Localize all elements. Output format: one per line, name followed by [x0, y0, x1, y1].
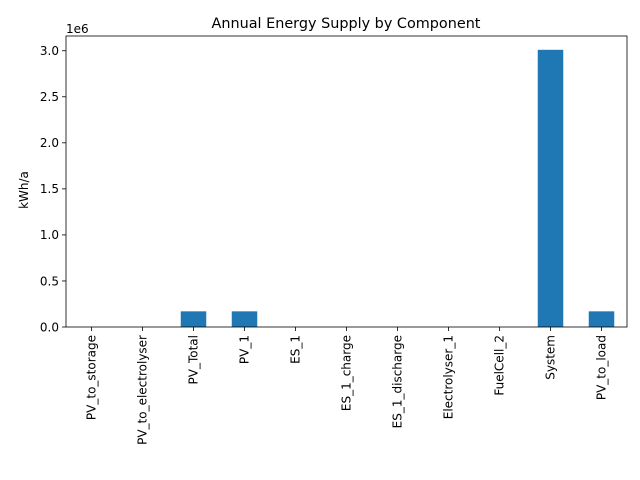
x-tick-label: Electrolyser_1	[442, 335, 456, 419]
x-tick-label: ES_1_discharge	[391, 335, 405, 428]
bar-PV_1	[231, 311, 258, 327]
y-axis-label: kWh/a	[17, 171, 31, 209]
y-axis-offset-label: 1e6	[66, 22, 89, 36]
x-tick-label: FuelCell_2	[493, 335, 507, 396]
chart-title: Annual Energy Supply by Component	[212, 16, 481, 32]
y-tick-label: 0.0	[40, 320, 59, 334]
bar-PV_to_load	[588, 311, 615, 327]
x-tick-label: System	[544, 335, 558, 380]
x-tick-label: PV_to_electrolyser	[136, 335, 150, 445]
x-tick-label: PV_to_storage	[85, 335, 99, 420]
y-tick-label: 1.0	[40, 228, 59, 242]
y-axis: 0.0 0.5 1.0 1.5 2.0 2.5 3.0	[40, 44, 66, 334]
x-tick-label: PV_to_load	[595, 335, 609, 400]
plot-frame	[65, 35, 628, 328]
bar-System	[537, 49, 564, 328]
x-tick-label: ES_1_charge	[340, 335, 354, 411]
y-tick-label: 0.5	[40, 274, 59, 288]
y-tick-label: 2.0	[40, 136, 59, 150]
x-axis: PV_to_storage PV_to_electrolyser PV_Total P…	[85, 327, 609, 445]
y-tick-label: 2.5	[40, 90, 59, 104]
y-tick-label: 3.0	[40, 44, 59, 58]
bars-group	[180, 49, 615, 328]
bar-PV_Total	[180, 311, 207, 327]
x-tick-label: ES_1	[289, 335, 303, 364]
x-tick-label: PV_1	[238, 335, 252, 364]
y-tick-label: 1.5	[40, 182, 59, 196]
x-tick-label: PV_Total	[187, 335, 201, 384]
